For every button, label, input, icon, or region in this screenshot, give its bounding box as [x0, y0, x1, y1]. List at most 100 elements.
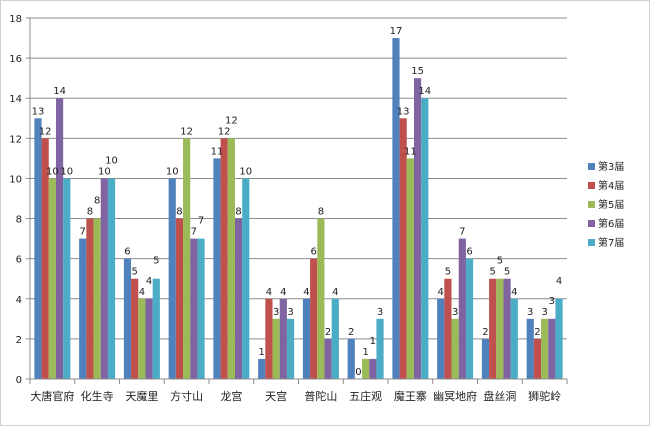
data-label: 13 [32, 106, 45, 117]
bar [541, 318, 549, 379]
data-label: 4 [303, 287, 309, 298]
data-label: 3 [452, 307, 458, 318]
legend-swatch [588, 163, 595, 170]
data-label: 12 [218, 126, 231, 137]
data-label: 3 [377, 307, 383, 318]
bar [86, 218, 94, 379]
data-label: 6 [124, 247, 130, 258]
data-label: 10 [60, 166, 73, 177]
bar [510, 298, 518, 379]
data-label: 10 [98, 166, 111, 177]
data-label: 4 [332, 287, 338, 298]
x-tick-label: 化生寺 [81, 389, 114, 403]
x-tick-label: 狮驼岭 [528, 389, 561, 403]
legend-label: 第4届 [598, 179, 624, 192]
data-label: 4 [266, 287, 272, 298]
bar [107, 178, 116, 379]
data-label: 3 [541, 307, 547, 318]
data-label: 14 [53, 86, 66, 97]
bar [376, 318, 384, 379]
data-label: 3 [287, 307, 293, 318]
x-tick-label: 龙宫 [220, 389, 242, 403]
bar [190, 238, 198, 379]
data-label: 5 [131, 267, 137, 278]
legend-swatch [588, 239, 595, 246]
data-label: 4 [438, 287, 444, 298]
bar [310, 258, 318, 379]
data-label: 1 [259, 347, 265, 358]
x-tick-label: 盘丝洞 [483, 389, 516, 403]
bar [406, 158, 414, 379]
data-label: 8 [94, 196, 100, 207]
bar [55, 98, 64, 379]
data-label: 5 [504, 267, 510, 278]
y-tick-label: 16 [9, 54, 22, 65]
bar [369, 358, 377, 379]
legend-swatch [588, 201, 595, 208]
bar [168, 178, 176, 379]
data-label: 4 [146, 276, 152, 287]
y-tick-label: 0 [16, 375, 22, 386]
bar [489, 278, 497, 379]
bar [496, 278, 504, 379]
data-label: 12 [180, 126, 193, 137]
data-label: 15 [411, 66, 424, 77]
x-axis: 大唐官府 化生寺 天魔里 方寸山 龙宫 天宫 普陀山 五庄观 魔王寨 幽冥地府 盘丝洞 狮驼岭 [29, 378, 568, 403]
y-tick-label: 6 [16, 255, 22, 266]
data-label: 8 [176, 207, 182, 218]
data-label: 0 [355, 367, 361, 378]
y-tick-label: 4 [16, 295, 22, 306]
bar [48, 178, 56, 379]
data-label: 11 [404, 146, 417, 157]
data-label: 17 [390, 26, 403, 37]
data-label: 7 [191, 227, 197, 238]
bar [63, 178, 71, 379]
bar [444, 278, 452, 379]
legend-label: 第5届 [598, 198, 624, 211]
bar [145, 298, 153, 379]
bar [526, 318, 534, 379]
x-tick-label: 普陀山 [304, 389, 337, 403]
bar [481, 338, 490, 379]
bar [451, 318, 459, 379]
y-tick-label: 14 [9, 94, 22, 105]
bar [533, 338, 542, 379]
data-label: 11 [211, 146, 224, 157]
data-label: 3 [549, 296, 555, 307]
data-label: 8 [318, 207, 324, 218]
data-label: 6 [466, 247, 472, 258]
bar [213, 158, 221, 379]
bar [503, 278, 511, 379]
bar [123, 258, 132, 379]
data-label: 3 [273, 307, 279, 318]
bar [100, 178, 108, 379]
legend-label: 第3届 [598, 160, 624, 173]
y-tick-label: 12 [9, 134, 22, 145]
bar [399, 118, 407, 380]
data-label: 7 [198, 216, 204, 227]
data-labels: 1312101410788101065445108127711121281014… [32, 26, 563, 378]
x-tick-label: 天宫 [265, 389, 287, 403]
bar [183, 138, 191, 379]
bar [317, 218, 325, 379]
y-tick-label: 10 [9, 174, 22, 185]
y-axis: 0 2 4 6 8 10 12 14 16 18 [9, 14, 31, 386]
bars [34, 38, 563, 380]
bar [220, 138, 228, 379]
bar [41, 138, 49, 379]
legend-label: 第7届 [598, 236, 624, 249]
y-tick-label: 8 [16, 215, 22, 226]
bar [465, 258, 474, 379]
bar [324, 338, 332, 379]
bar [265, 298, 273, 379]
data-label: 2 [482, 327, 488, 338]
data-label: 5 [497, 256, 503, 267]
legend-swatch [588, 182, 595, 189]
data-label: 2 [534, 327, 540, 338]
x-tick-label: 幽冥地府 [433, 389, 477, 403]
bar [548, 318, 556, 379]
data-label: 1 [362, 347, 368, 358]
bar [242, 178, 250, 379]
data-label: 8 [87, 207, 93, 218]
